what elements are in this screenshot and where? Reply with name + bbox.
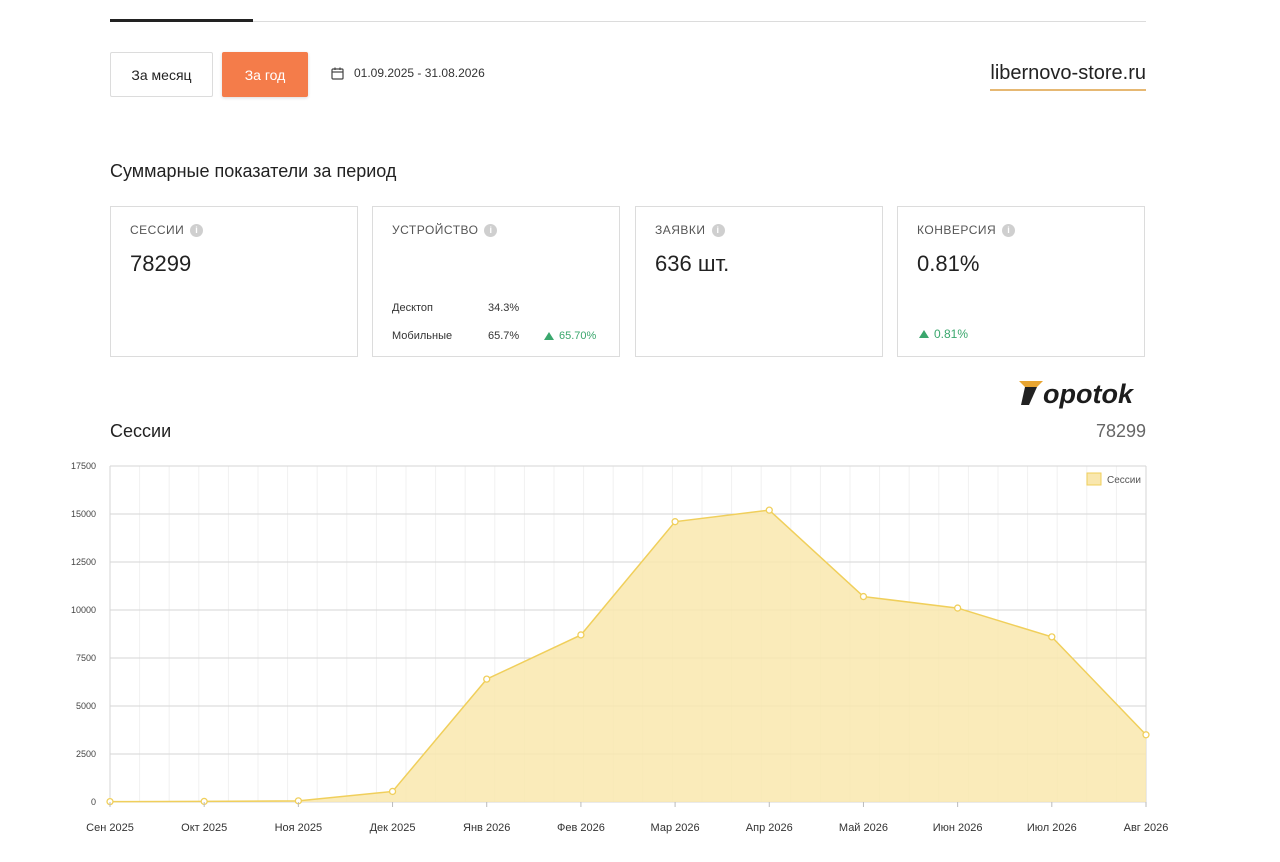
info-icon[interactable]: i [1002,223,1016,237]
yopotok-logo: opotok [1019,379,1135,409]
date-range-text: 01.09.2025 - 31.08.2026 [354,66,485,80]
device-row-desktop: Десктоп 34.3% [392,302,544,314]
data-point [859,592,868,601]
info-icon[interactable]: i [484,223,498,237]
device-share: 34.3% [488,302,520,314]
y-tick-label: 0 [91,797,96,807]
y-tick-label: 7500 [76,653,96,663]
conversion-delta: 0.81% [919,327,968,341]
device-label-text: УСТРОЙСТВО [392,223,479,237]
y-tick-label: 10000 [71,605,96,615]
site-link[interactable]: libernovo-store.ru [990,62,1146,91]
conversion-value: 0.81% [917,251,980,276]
x-tick-label: Май 2026 [839,822,888,834]
y-tick-label: 12500 [71,557,96,567]
x-tick-label: Авг 2026 [1124,822,1169,834]
data-point [1048,633,1056,641]
svg-text:opotok: opotok [1043,379,1135,409]
info-icon[interactable]: i [190,223,204,237]
y-tick-label: 17500 [71,461,96,471]
data-point [388,787,397,796]
conversion-card-label: КОНВЕРСИЯ i [917,223,1016,237]
conversion-label-text: КОНВЕРСИЯ [917,223,997,237]
trend-up-icon [544,332,554,340]
x-tick-label: Апр 2026 [746,822,793,834]
sessions-area-chart: 0 2500 5000 7500 10000 12500 15000 17500 Сен 202… [71,461,1169,834]
info-icon[interactable]: i [711,223,725,237]
x-tick-label: Ноя 2025 [275,822,323,834]
calendar-icon [331,67,344,80]
sessions-chart-total: 78299 [1095,421,1146,441]
conversion-delta-text: 0.81% [934,327,969,341]
x-tick-label: Янв 2026 [463,822,510,834]
active-tab-indicator [110,19,253,22]
date-range-picker[interactable]: 01.09.2025 - 31.08.2026 [331,66,485,80]
month-button[interactable]: За месяц [110,52,213,97]
x-tick-label: Июл 2026 [1027,822,1077,834]
x-tick-label: Окт 2025 [181,822,227,834]
device-share: 65.7% [488,330,520,342]
sessions-line [109,509,1147,803]
data-point [1142,731,1150,739]
requests-card-label: ЗАЯВКИ i [655,223,725,237]
summary-title: Суммарные показатели за период [110,161,397,181]
x-tick-label: Мар 2026 [651,822,700,834]
data-point [483,675,491,683]
requests-value: 636 шт. [655,251,730,276]
conversion-card: КОНВЕРСИЯ i 0.81% 0.81% [897,206,1145,357]
sessions-label-text: СЕССИИ [130,223,185,237]
requests-card: ЗАЯВКИ i 636 шт. [635,206,883,357]
sessions-area [110,510,1146,802]
sessions-value: 78299 [130,251,192,276]
data-point [765,506,773,514]
x-tick-label: Июн 2026 [933,822,983,834]
device-delta: 65.70% [544,330,596,342]
data-point [577,631,585,639]
device-name: Десктоп [392,302,433,314]
requests-label-text: ЗАЯВКИ [655,223,706,237]
y-tick-label: 5000 [76,701,96,711]
x-tick-label: Сен 2025 [86,822,134,834]
year-button[interactable]: За год [222,52,308,97]
legend-swatch [1086,472,1102,486]
device-card: УСТРОЙСТВО i Десктоп 34.3% Мобильные 65.… [372,206,620,357]
device-row-mobile: Мобильные 65.7% 65.70% [392,330,596,342]
trend-up-icon [919,330,929,338]
device-name: Мобильные [392,330,453,342]
y-tick-label: 15000 [71,509,96,519]
x-tick-label: Фев 2026 [557,822,605,834]
data-point [671,518,679,526]
sessions-card: СЕССИИ i 78299 [110,206,358,357]
device-card-label: УСТРОЙСТВО i [392,223,498,237]
legend-label: Сессии [1107,475,1141,486]
sessions-chart-title: Сессии [110,421,172,441]
sessions-card-label: СЕССИИ i [130,223,204,237]
y-tick-label: 2500 [76,749,96,759]
data-point [953,604,962,612]
period-tabs-line [110,19,1146,22]
device-delta-text: 65.70% [559,330,597,342]
x-tick-label: Дек 2025 [370,822,416,834]
